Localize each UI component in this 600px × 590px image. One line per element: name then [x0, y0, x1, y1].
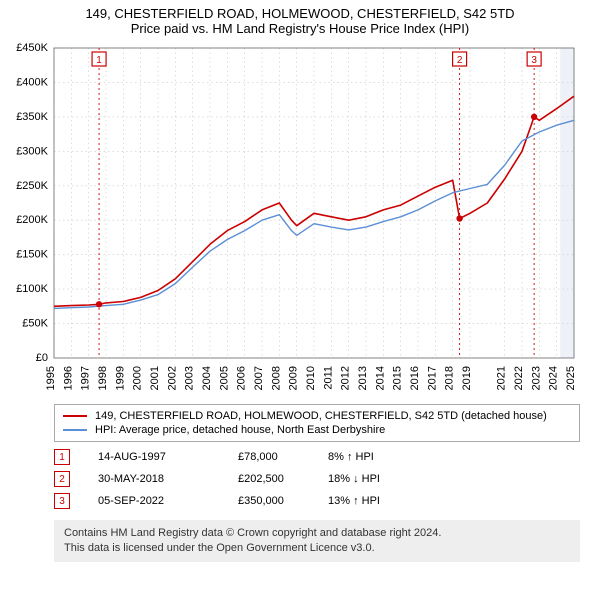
svg-text:2016: 2016	[409, 366, 421, 390]
svg-text:1995: 1995	[45, 366, 57, 390]
svg-text:2023: 2023	[530, 366, 542, 390]
svg-text:2010: 2010	[305, 366, 317, 390]
note-row: 1 14-AUG-1997 £78,000 8% ↑ HPI	[54, 446, 580, 468]
svg-text:£450K: £450K	[16, 42, 48, 54]
note-date-2: 30-MAY-2018	[98, 473, 238, 485]
svg-text:£0: £0	[36, 352, 48, 364]
svg-text:£100K: £100K	[16, 283, 48, 295]
svg-text:£400K: £400K	[16, 76, 48, 88]
svg-text:2001: 2001	[149, 366, 161, 390]
note-price-2: £202,500	[238, 473, 328, 485]
chart-subtitle: Price paid vs. HM Land Registry's House …	[8, 21, 592, 36]
svg-text:£150K: £150K	[16, 249, 48, 261]
page: 149, CHESTERFIELD ROAD, HOLMEWOOD, CHEST…	[0, 0, 600, 562]
chart: £0 £50K £100K £150K £200K £250K £300K £350K £400…	[0, 38, 600, 398]
svg-text:2012: 2012	[340, 366, 352, 390]
note-row: 3 05-SEP-2022 £350,000 13% ↑ HPI	[54, 490, 580, 512]
svg-text:2005: 2005	[218, 366, 230, 390]
note-hpi-2: 18% ↓ HPI	[328, 473, 448, 485]
svg-text:2014: 2014	[374, 366, 386, 390]
note-marker-1: 1	[54, 449, 70, 465]
legend-swatch-1	[63, 415, 87, 417]
note-hpi-1: 8% ↑ HPI	[328, 451, 448, 463]
svg-text:2000: 2000	[132, 366, 144, 390]
svg-text:2011: 2011	[322, 366, 334, 390]
svg-text:2004: 2004	[201, 366, 213, 390]
svg-text:2025: 2025	[565, 366, 577, 390]
svg-text:2007: 2007	[253, 366, 265, 390]
svg-text:2006: 2006	[236, 366, 248, 390]
note-row: 2 30-MAY-2018 £202,500 18% ↓ HPI	[54, 468, 580, 490]
svg-text:£300K: £300K	[16, 145, 48, 157]
svg-text:£350K: £350K	[16, 111, 48, 123]
svg-text:2022: 2022	[513, 366, 525, 390]
svg-text:2: 2	[457, 55, 463, 66]
legend-row-1: 149, CHESTERFIELD ROAD, HOLMEWOOD, CHEST…	[63, 409, 571, 423]
svg-text:2017: 2017	[426, 366, 438, 390]
svg-text:1996: 1996	[62, 366, 74, 390]
note-price-1: £78,000	[238, 451, 328, 463]
svg-text:2002: 2002	[166, 366, 178, 390]
note-hpi-3: 13% ↑ HPI	[328, 495, 448, 507]
legend: 149, CHESTERFIELD ROAD, HOLMEWOOD, CHEST…	[54, 404, 580, 442]
svg-text:2021: 2021	[496, 366, 508, 390]
svg-text:2019: 2019	[461, 366, 473, 390]
svg-text:£200K: £200K	[16, 214, 48, 226]
svg-text:1998: 1998	[97, 366, 109, 390]
svg-text:2003: 2003	[184, 366, 196, 390]
svg-text:1999: 1999	[114, 366, 126, 390]
svg-text:1: 1	[96, 55, 102, 66]
svg-text:2013: 2013	[357, 366, 369, 390]
legend-label-2: HPI: Average price, detached house, Nort…	[95, 424, 385, 436]
note-price-3: £350,000	[238, 495, 328, 507]
svg-text:2015: 2015	[392, 366, 404, 390]
note-date-1: 14-AUG-1997	[98, 451, 238, 463]
legend-swatch-2	[63, 429, 87, 431]
attribution-line-2: This data is licensed under the Open Gov…	[64, 541, 570, 556]
note-date-3: 05-SEP-2022	[98, 495, 238, 507]
svg-text:2009: 2009	[288, 366, 300, 390]
svg-text:2008: 2008	[270, 366, 282, 390]
svg-text:1997: 1997	[80, 366, 92, 390]
svg-text:3: 3	[531, 55, 537, 66]
attribution: Contains HM Land Registry data © Crown c…	[54, 520, 580, 562]
legend-row-2: HPI: Average price, detached house, Nort…	[63, 423, 571, 437]
legend-label-1: 149, CHESTERFIELD ROAD, HOLMEWOOD, CHEST…	[95, 410, 547, 422]
svg-text:£250K: £250K	[16, 180, 48, 192]
svg-text:2018: 2018	[444, 366, 456, 390]
chart-svg: £0 £50K £100K £150K £200K £250K £300K £350K £400…	[0, 38, 580, 398]
chart-title: 149, CHESTERFIELD ROAD, HOLMEWOOD, CHEST…	[8, 6, 592, 21]
svg-text:2024: 2024	[548, 366, 560, 390]
svg-text:£50K: £50K	[22, 318, 48, 330]
sale-notes: 1 14-AUG-1997 £78,000 8% ↑ HPI 2 30-MAY-…	[54, 446, 580, 512]
note-marker-3: 3	[54, 493, 70, 509]
note-marker-2: 2	[54, 471, 70, 487]
attribution-line-1: Contains HM Land Registry data © Crown c…	[64, 526, 570, 541]
title-block: 149, CHESTERFIELD ROAD, HOLMEWOOD, CHEST…	[0, 0, 600, 38]
